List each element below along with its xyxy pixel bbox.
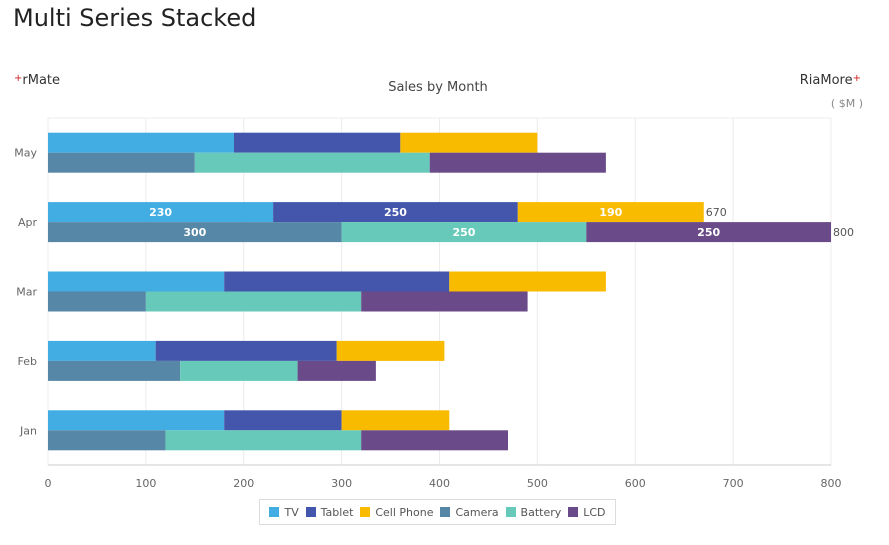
chart-legend: TV Tablet Cell Phone Camera Battery LCD — [259, 499, 616, 525]
x-tick-label: 800 — [821, 477, 842, 490]
legend-label: Camera — [455, 505, 499, 519]
bar-cell-phone — [336, 340, 445, 361]
bar-tv — [48, 202, 274, 223]
x-tick-label: 200 — [233, 477, 254, 490]
bar-battery — [341, 222, 587, 243]
bar-camera — [48, 222, 342, 243]
bar-lcd — [429, 152, 606, 173]
legend-item: LCD — [568, 506, 605, 519]
legend-label: Cell Phone — [375, 505, 434, 519]
brand-right-label: RiaMore — [799, 73, 853, 88]
bar-battery — [180, 360, 298, 381]
bar-cell-phone — [517, 202, 704, 223]
data-label: 250 — [384, 206, 407, 219]
total-label: 670 — [706, 206, 727, 219]
legend-item: Battery — [505, 505, 562, 519]
bar-battery — [165, 430, 362, 451]
chart-title: Sales by Month — [388, 80, 488, 95]
plus-icon: + — [852, 73, 861, 84]
bar-tablet — [233, 132, 401, 153]
bar-battery — [194, 152, 430, 173]
legend-item: TV — [269, 505, 299, 519]
brand-logo-right: RiaMore+ — [800, 73, 861, 88]
bar-tablet — [155, 340, 337, 361]
legend-swatch — [269, 507, 280, 517]
bar-camera — [48, 291, 146, 312]
page-title: Multi Series Stacked — [13, 4, 257, 32]
legend-item: Tablet — [305, 505, 354, 519]
legend-label: LCD — [583, 505, 606, 519]
legend-item: Camera — [440, 505, 499, 519]
bar-cell-phone — [341, 410, 450, 431]
bar-tv — [48, 271, 225, 292]
legend-label: TV — [284, 505, 299, 519]
y-tick-label: May — [14, 147, 37, 160]
data-label: 300 — [183, 226, 206, 239]
bar-lcd — [586, 222, 831, 243]
x-tick-label: 300 — [331, 477, 352, 490]
bar-camera — [48, 430, 166, 451]
y-tick-label: Jan — [19, 424, 37, 437]
y-tick-label: Apr — [18, 216, 38, 229]
bar-lcd — [361, 291, 528, 312]
bar-cell-phone — [449, 271, 606, 292]
x-tick-label: 0 — [45, 477, 52, 490]
bar-cell-phone — [400, 132, 538, 153]
data-label: 190 — [599, 206, 622, 219]
bar-camera — [48, 360, 181, 381]
total-label: 800 — [833, 226, 854, 239]
x-tick-label: 500 — [527, 477, 548, 490]
bar-tablet — [224, 410, 342, 431]
legend-swatch — [360, 507, 371, 517]
plus-icon: + — [14, 73, 23, 84]
y-tick-label: Mar — [16, 286, 37, 299]
data-label: 230 — [149, 206, 172, 219]
legend-swatch — [440, 507, 451, 517]
x-tick-label: 100 — [135, 477, 156, 490]
legend-label: Tablet — [320, 505, 354, 519]
legend-swatch — [305, 507, 316, 517]
x-tick-label: 400 — [429, 477, 450, 490]
bar-battery — [145, 291, 362, 312]
x-tick-label: 600 — [625, 477, 646, 490]
bar-tablet — [273, 202, 518, 223]
bar-lcd — [361, 430, 509, 451]
bar-tv — [48, 410, 225, 431]
brand-left-label: rMate — [22, 73, 61, 88]
bar-camera — [48, 152, 195, 173]
y-tick-label: Feb — [18, 355, 37, 368]
brand-logo-left: +rMate — [14, 73, 60, 88]
bar-tv — [48, 132, 234, 153]
legend-label: Battery — [520, 505, 562, 519]
legend-item: Cell Phone — [360, 505, 434, 519]
bar-lcd — [297, 360, 376, 381]
legend-swatch — [568, 507, 579, 517]
data-label: 250 — [452, 226, 475, 239]
unit-label: ( $M ) — [830, 97, 863, 110]
data-label: 250 — [697, 226, 720, 239]
bar-tablet — [224, 271, 450, 292]
x-tick-label: 700 — [723, 477, 744, 490]
legend-swatch — [505, 507, 516, 517]
bar-tv — [48, 340, 156, 361]
